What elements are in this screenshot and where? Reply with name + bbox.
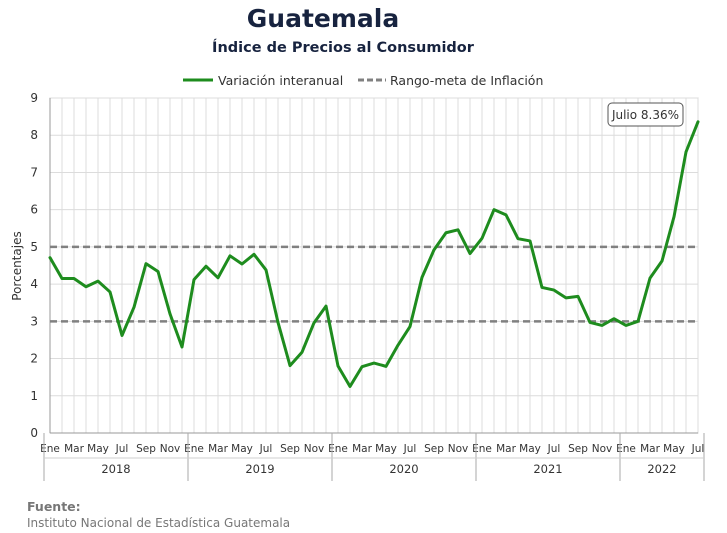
y-tick-label: 3: [30, 314, 38, 328]
annotation: Julio 8.36%: [607, 102, 684, 127]
y-tick-label: 1: [30, 389, 38, 403]
y-tick-label: 9: [30, 91, 38, 105]
y-tick-label: 2: [30, 352, 38, 366]
x-tick-label: Mar: [64, 443, 84, 455]
x-tick-label: Nov: [448, 443, 469, 455]
x-tick-label: Ene: [616, 443, 636, 455]
x-tick-label: Nov: [592, 443, 613, 455]
x-tick-label: Jul: [403, 443, 417, 455]
x-tick-label: May: [663, 443, 685, 455]
y-tick-label: 0: [30, 426, 38, 440]
x-tick-label: May: [375, 443, 397, 455]
source-label: Fuente:: [27, 499, 81, 514]
x-tick-label: Jul: [691, 443, 705, 455]
x-year-label: 2019: [245, 462, 274, 476]
x-tick-label: May: [87, 443, 109, 455]
series-line-inflation: [48, 120, 700, 388]
x-tick-label: Mar: [352, 443, 372, 455]
x-tick-label: Sep: [136, 443, 156, 455]
y-tick-label: 6: [30, 203, 38, 217]
legend-label-target-range: Rango-meta de Inflación: [390, 73, 543, 88]
x-tick-label: Sep: [424, 443, 444, 455]
x-tick-label: Ene: [472, 443, 492, 455]
x-tick-label: Nov: [304, 443, 325, 455]
x-year-label: 2018: [101, 462, 130, 476]
x-year-label: 2020: [389, 462, 418, 476]
legend: Variación interanual Rango-meta de Infla…: [183, 73, 543, 88]
x-tick-label: Nov: [160, 443, 181, 455]
x-tick-label: Sep: [280, 443, 300, 455]
x-tick-label: Jul: [547, 443, 561, 455]
x-tick-label: Ene: [328, 443, 348, 455]
x-tick-label: Sep: [568, 443, 588, 455]
y-tick-label: 8: [30, 128, 38, 142]
annotation-text: Julio 8.36%: [611, 108, 679, 122]
y-tick-label: 5: [30, 240, 38, 254]
x-tick-label: Mar: [640, 443, 660, 455]
chart-title: Guatemala: [246, 4, 400, 33]
x-year-label: 2021: [533, 462, 562, 476]
x-tick-label: May: [519, 443, 541, 455]
x-tick-label: Jul: [259, 443, 273, 455]
x-tick-label: May: [231, 443, 253, 455]
x-tick-label: Jul: [115, 443, 129, 455]
y-tick-label: 7: [30, 165, 38, 179]
x-year-label: 2022: [647, 462, 676, 476]
x-tick-label: Ene: [184, 443, 204, 455]
legend-label-inflation: Variación interanual: [218, 73, 343, 88]
y-tick-label: 4: [30, 277, 38, 291]
y-axis-label: Porcentajes: [10, 231, 24, 300]
chart-subtitle: Índice de Precios al Consumidor: [212, 40, 474, 56]
x-tick-label: Ene: [40, 443, 60, 455]
x-tick-label: Mar: [496, 443, 516, 455]
annotation-box: [607, 102, 684, 127]
x-tick-label: Mar: [208, 443, 228, 455]
source-text: Instituto Nacional de Estadística Guatem…: [27, 516, 291, 530]
